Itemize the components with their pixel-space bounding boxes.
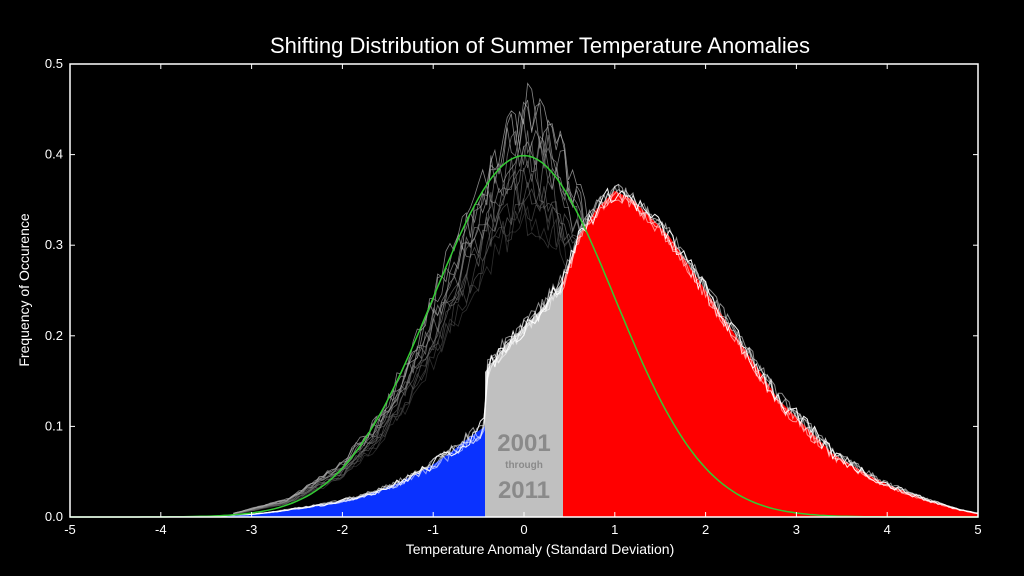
x-tick-label: -4	[155, 522, 167, 537]
band-cold	[142, 372, 485, 517]
distribution-bands	[142, 190, 978, 518]
y-axis-ticks: 0.0 0.1 0.2 0.3 0.4 0.5	[45, 56, 978, 524]
x-axis-label: Temperature Anomaly (Standard Deviation)	[406, 541, 674, 557]
period-label: 2001 through 2011	[497, 430, 550, 504]
reference-normal-curve	[70, 154, 978, 518]
y-tick-label: 0.5	[45, 56, 63, 71]
y-tick-label: 0.1	[45, 418, 63, 433]
period-through-label: through	[505, 460, 543, 471]
y-tick-label: 0.4	[45, 147, 63, 162]
x-tick-label: 1	[611, 522, 618, 537]
x-tick-label: -2	[337, 522, 349, 537]
band-normal	[485, 281, 563, 517]
period-end-year: 2011	[498, 477, 550, 504]
y-tick-label: 0.2	[45, 328, 63, 343]
x-tick-label: -1	[427, 522, 439, 537]
x-tick-label: -3	[246, 522, 258, 537]
y-axis-label: Frequency of Occurence	[16, 213, 32, 367]
x-tick-label: 5	[974, 522, 981, 537]
x-tick-label: 4	[884, 522, 891, 537]
x-tick-label: 0	[520, 522, 527, 537]
y-tick-label: 0.3	[45, 237, 63, 252]
band-hot	[563, 190, 978, 518]
y-tick-label: 0.0	[45, 509, 63, 524]
x-tick-label: 2	[702, 522, 709, 537]
period-start-year: 2001	[497, 430, 550, 457]
chart-title: Shifting Distribution of Summer Temperat…	[270, 33, 810, 58]
x-tick-label: -5	[64, 522, 76, 537]
x-axis-ticks: -5 -4 -3 -2 -1 0 1 2 3 4 5	[64, 64, 982, 537]
x-tick-label: 3	[793, 522, 800, 537]
current-trace	[142, 187, 979, 518]
distribution-traces	[142, 183, 979, 518]
